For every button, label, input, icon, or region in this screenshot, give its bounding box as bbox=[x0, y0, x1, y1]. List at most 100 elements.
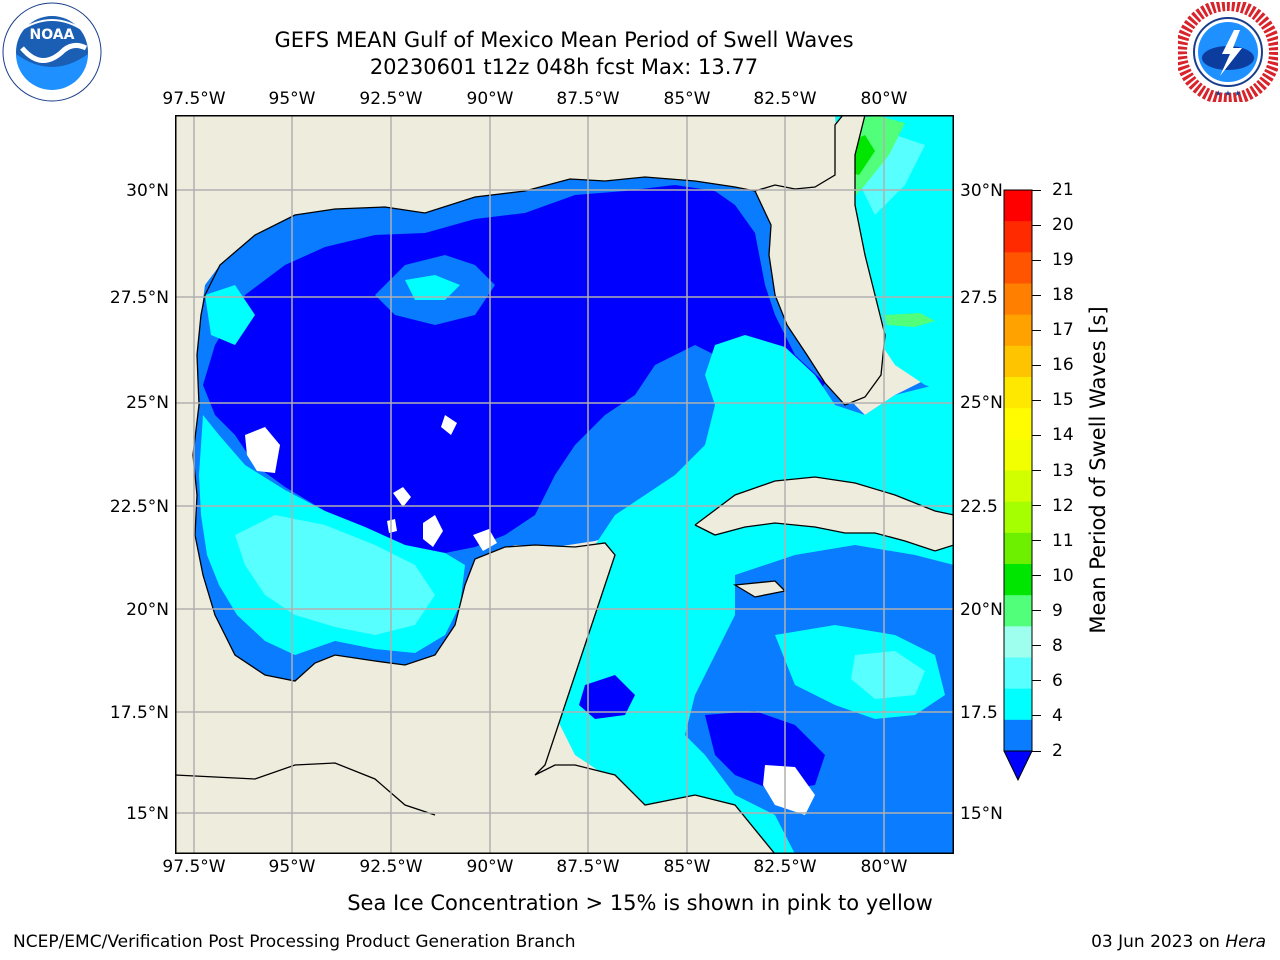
colorbar-tick-mark bbox=[1032, 399, 1041, 401]
colorbar-tick-label: 21 bbox=[1052, 180, 1074, 200]
colorbar-tick-mark bbox=[1032, 610, 1041, 612]
colorbar-segment bbox=[1004, 221, 1032, 253]
colorbar bbox=[1003, 189, 1033, 782]
colorbar-tick-label: 10 bbox=[1052, 565, 1074, 586]
colorbar-tick-mark bbox=[1032, 645, 1041, 647]
land-yucatan bbox=[455, 543, 615, 775]
colorbar-tick-mark bbox=[1032, 329, 1041, 331]
lon-label-bottom: 80°W bbox=[860, 857, 908, 877]
missing-data-2 bbox=[441, 415, 457, 435]
colorbar-segment bbox=[1004, 501, 1032, 534]
contour-2-4-gulf bbox=[203, 185, 825, 553]
lon-label-top: 80°W bbox=[860, 89, 908, 109]
colorbar-segment bbox=[1004, 439, 1032, 471]
contour-6-8-patch bbox=[405, 275, 460, 300]
lon-label-bottom: 97.5°W bbox=[162, 857, 226, 877]
lon-label-top: 87.5°W bbox=[556, 89, 620, 109]
colorbar-tick-label: 19 bbox=[1052, 250, 1074, 271]
colorbar-tick-label: 8 bbox=[1052, 635, 1063, 656]
lon-label-bottom: 95°W bbox=[268, 857, 316, 877]
colorbar-tick-mark bbox=[1032, 434, 1041, 436]
lat-label-left: 25°N bbox=[126, 393, 169, 413]
lat-label-left: 22.5°N bbox=[109, 497, 169, 517]
lon-label-bottom: 87.5°W bbox=[556, 857, 620, 877]
missing-data-6 bbox=[387, 519, 397, 533]
lat-label-right: 20°N bbox=[960, 600, 1003, 620]
noaa-logo: NOAA bbox=[2, 2, 102, 102]
lon-label-bottom: 90°W bbox=[466, 857, 514, 877]
contour-6-8-nw bbox=[205, 285, 255, 345]
colorbar-tick-label: 9 bbox=[1052, 600, 1063, 621]
colorbar-segment bbox=[1004, 626, 1032, 658]
colorbar-tick-label: 18 bbox=[1052, 285, 1074, 306]
sea-ice-note-text: Sea Ice Concentration > 15% is shown in … bbox=[347, 891, 933, 915]
colorbar-tick-mark bbox=[1032, 189, 1041, 191]
colorbar-tick-label: 15 bbox=[1052, 390, 1074, 411]
land-central-america bbox=[175, 655, 775, 854]
lon-label-top: 85°W bbox=[663, 89, 711, 109]
colorbar-tick-label: 4 bbox=[1052, 705, 1063, 726]
colorbar-tick-mark bbox=[1032, 259, 1041, 261]
lon-label-bottom: 82.5°W bbox=[753, 857, 817, 877]
colorbar-tick-label: 13 bbox=[1052, 460, 1074, 481]
lon-label-top: 95°W bbox=[268, 89, 316, 109]
footer-date: 03 Jun 2023 on Hera bbox=[1091, 932, 1266, 952]
colorbar-tick-mark bbox=[1032, 750, 1041, 752]
lat-label-right: 30°N bbox=[960, 181, 1003, 201]
noaa-logo-text: NOAA bbox=[30, 27, 75, 43]
land-cuba bbox=[695, 477, 954, 551]
colorbar-tick-mark bbox=[1032, 224, 1041, 226]
lat-label-left: 15°N bbox=[126, 804, 169, 824]
colorbar-tick-label: 6 bbox=[1052, 670, 1063, 691]
contour-2-4-yucatan-east bbox=[579, 675, 635, 719]
footer-host: Hera bbox=[1225, 932, 1266, 952]
nws-logo: ★ ★ ★ bbox=[1175, 0, 1280, 105]
lat-label-right: 15°N bbox=[960, 804, 1003, 824]
colorbar-segment bbox=[1004, 252, 1032, 284]
colorbar-tick-label: 12 bbox=[1052, 495, 1074, 516]
lat-label-left: 17.5°N bbox=[109, 703, 169, 723]
colorbar-tick-label: 17 bbox=[1052, 320, 1074, 341]
colorbar-label: Mean Period of Swell Waves [s] bbox=[1086, 306, 1110, 634]
graticule bbox=[175, 115, 954, 854]
lat-label-right: 25°N bbox=[960, 393, 1003, 413]
gulf-of-mexico-map bbox=[175, 115, 954, 854]
lat-label-right: 27.5 bbox=[960, 288, 998, 308]
colorbar-segment bbox=[1004, 190, 1032, 222]
missing-data-4 bbox=[423, 515, 443, 547]
missing-data-1 bbox=[245, 427, 280, 473]
missing-data-3 bbox=[393, 487, 411, 507]
colorbar-segment bbox=[1004, 719, 1032, 752]
lon-label-bottom: 92.5°W bbox=[359, 857, 423, 877]
colorbar-tick-mark bbox=[1032, 715, 1041, 717]
lon-label-bottom: 85°W bbox=[663, 857, 711, 877]
missing-data-5 bbox=[473, 529, 497, 551]
colorbar-segment bbox=[1004, 377, 1032, 409]
colorbar-tick-mark bbox=[1032, 470, 1041, 471]
colorbar-tick-label: 11 bbox=[1052, 530, 1074, 551]
colorbar-tick-mark bbox=[1032, 540, 1041, 542]
contour-8-9-caribbean bbox=[851, 651, 925, 699]
colorbar-segments bbox=[1003, 190, 1033, 782]
lat-label-right: 17.5 bbox=[960, 703, 998, 723]
lat-label-right: 22.5 bbox=[960, 497, 998, 517]
colorbar-segment bbox=[1004, 314, 1032, 347]
colorbar-extension bbox=[1003, 750, 1033, 782]
svg-text:★ ★ ★: ★ ★ ★ bbox=[1215, 89, 1242, 98]
colorbar-tick-label: 20 bbox=[1052, 215, 1074, 236]
colorbar-segment bbox=[1004, 345, 1032, 378]
contour-10-11-bahamas bbox=[885, 313, 935, 327]
colorbar-tick-mark bbox=[1032, 505, 1041, 507]
lon-label-top: 90°W bbox=[466, 89, 514, 109]
lat-label-left: 20°N bbox=[126, 600, 169, 620]
colorbar-segment bbox=[1004, 564, 1032, 596]
colorbar-segment bbox=[1004, 688, 1032, 721]
colorbar-segment bbox=[1004, 595, 1032, 627]
colorbar-tick-label: 16 bbox=[1052, 355, 1074, 376]
footer-branch: NCEP/EMC/Verification Post Processing Pr… bbox=[13, 932, 576, 952]
colorbar-tick-label: 14 bbox=[1052, 425, 1074, 446]
contour-8-9-west bbox=[235, 515, 435, 635]
missing-data-7 bbox=[763, 765, 815, 815]
sea-ice-note: Sea Ice Concentration > 15% is shown in … bbox=[0, 891, 1280, 915]
chart-title: GEFS MEAN Gulf of Mexico Mean Period of … bbox=[274, 28, 854, 52]
